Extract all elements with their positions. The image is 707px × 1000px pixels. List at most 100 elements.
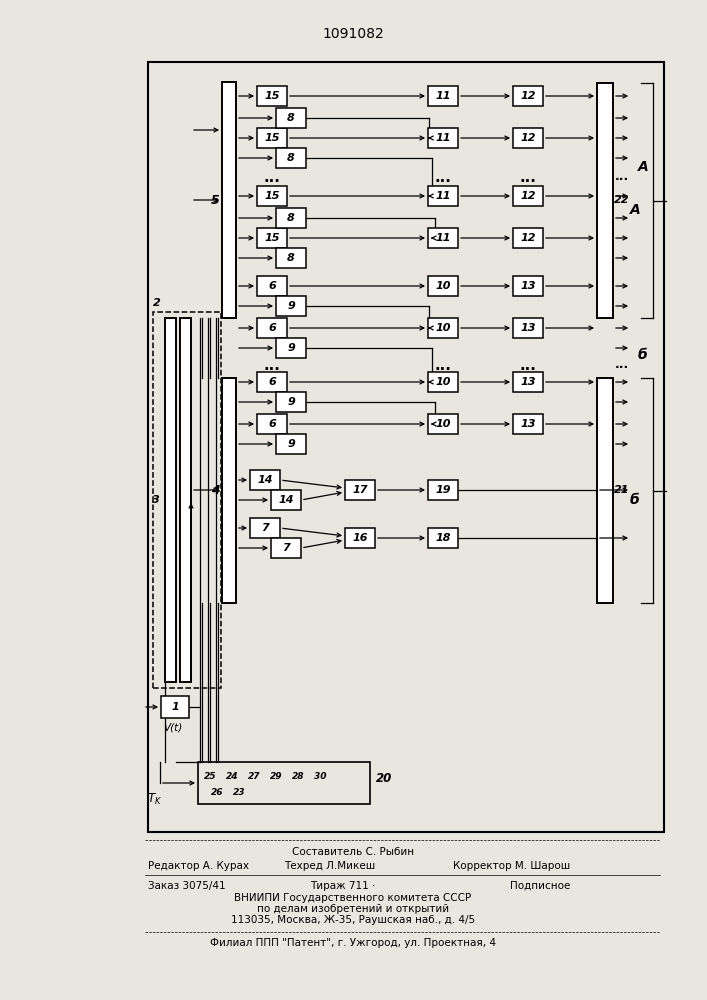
Bar bbox=[345, 480, 375, 500]
Bar bbox=[276, 148, 306, 168]
Bar bbox=[276, 338, 306, 358]
Bar bbox=[513, 86, 543, 106]
Text: 11: 11 bbox=[436, 133, 451, 143]
Text: 15: 15 bbox=[264, 191, 280, 201]
Text: 25: 25 bbox=[204, 772, 216, 781]
Text: 12: 12 bbox=[520, 91, 536, 101]
Text: ...: ... bbox=[520, 358, 537, 372]
Text: 9: 9 bbox=[287, 343, 295, 353]
Text: Техред Л.Микеш: Техред Л.Микеш bbox=[284, 861, 375, 871]
Bar bbox=[428, 276, 458, 296]
Text: б: б bbox=[638, 348, 648, 362]
Text: 10: 10 bbox=[436, 419, 451, 429]
Text: 16: 16 bbox=[352, 533, 368, 543]
Text: 28: 28 bbox=[292, 772, 304, 781]
Bar bbox=[257, 372, 287, 392]
Text: 15: 15 bbox=[264, 233, 280, 243]
Text: 24: 24 bbox=[226, 772, 238, 781]
Text: 1091082: 1091082 bbox=[322, 27, 384, 41]
Text: 7: 7 bbox=[282, 543, 290, 553]
Text: 15: 15 bbox=[264, 133, 280, 143]
Text: 13: 13 bbox=[520, 419, 536, 429]
Text: 10: 10 bbox=[436, 323, 451, 333]
Text: 18: 18 bbox=[436, 533, 451, 543]
Text: Филиал ППП "Патент", г. Ужгород, ул. Проектная, 4: Филиал ППП "Патент", г. Ужгород, ул. Про… bbox=[210, 938, 496, 948]
Bar bbox=[271, 490, 301, 510]
Text: 10: 10 bbox=[436, 377, 451, 387]
Bar bbox=[222, 82, 236, 318]
Bar bbox=[153, 312, 221, 688]
Bar bbox=[257, 128, 287, 148]
Text: 14: 14 bbox=[257, 475, 273, 485]
Text: 12: 12 bbox=[520, 133, 536, 143]
Bar bbox=[276, 248, 306, 268]
Text: Заказ 3075/41: Заказ 3075/41 bbox=[148, 881, 226, 891]
Text: 30: 30 bbox=[314, 772, 326, 781]
Bar bbox=[276, 208, 306, 228]
Bar bbox=[513, 128, 543, 148]
Bar bbox=[513, 186, 543, 206]
Text: А: А bbox=[638, 160, 649, 174]
Text: 9: 9 bbox=[287, 397, 295, 407]
Text: 5: 5 bbox=[211, 194, 219, 207]
Text: 13: 13 bbox=[520, 323, 536, 333]
Text: 13: 13 bbox=[520, 281, 536, 291]
Text: 29: 29 bbox=[270, 772, 282, 781]
Text: 19: 19 bbox=[436, 485, 451, 495]
Text: А: А bbox=[630, 203, 641, 217]
Text: ...: ... bbox=[435, 358, 452, 372]
Text: 7: 7 bbox=[261, 523, 269, 533]
Bar bbox=[257, 186, 287, 206]
Text: Тираж 711 ·: Тираж 711 · bbox=[310, 881, 375, 891]
Text: 15: 15 bbox=[264, 91, 280, 101]
Text: 14: 14 bbox=[279, 495, 293, 505]
Text: 10: 10 bbox=[436, 281, 451, 291]
Text: 6: 6 bbox=[268, 377, 276, 387]
Text: б: б bbox=[630, 493, 640, 507]
Bar bbox=[428, 86, 458, 106]
Bar bbox=[597, 83, 613, 318]
Text: ...: ... bbox=[264, 169, 281, 184]
Bar bbox=[257, 276, 287, 296]
Text: 23: 23 bbox=[233, 788, 245, 797]
Bar bbox=[276, 108, 306, 128]
Text: ...: ... bbox=[264, 358, 281, 372]
Bar bbox=[428, 480, 458, 500]
Text: 6: 6 bbox=[268, 281, 276, 291]
Text: 8: 8 bbox=[287, 253, 295, 263]
Text: 11: 11 bbox=[436, 233, 451, 243]
Bar bbox=[271, 538, 301, 558]
Bar bbox=[428, 128, 458, 148]
Text: 11: 11 bbox=[436, 191, 451, 201]
Bar bbox=[276, 296, 306, 316]
Text: 8: 8 bbox=[287, 113, 295, 123]
Bar bbox=[165, 318, 176, 682]
Text: 4: 4 bbox=[211, 484, 219, 496]
Bar bbox=[257, 86, 287, 106]
Text: $T_K$: $T_K$ bbox=[148, 792, 163, 807]
Bar bbox=[513, 372, 543, 392]
Text: 21: 21 bbox=[614, 485, 630, 495]
Bar bbox=[513, 276, 543, 296]
Text: V(t): V(t) bbox=[163, 723, 182, 733]
Bar bbox=[257, 318, 287, 338]
Text: ...: ... bbox=[520, 169, 537, 184]
Text: 17: 17 bbox=[352, 485, 368, 495]
Bar bbox=[428, 228, 458, 248]
Bar bbox=[276, 392, 306, 412]
Bar bbox=[345, 528, 375, 548]
Text: 12: 12 bbox=[520, 233, 536, 243]
Text: Редактор А. Курах: Редактор А. Курах bbox=[148, 861, 249, 871]
Text: ...: ... bbox=[615, 170, 629, 184]
Bar bbox=[428, 186, 458, 206]
Bar bbox=[257, 228, 287, 248]
Bar bbox=[161, 696, 189, 718]
Text: 22: 22 bbox=[614, 195, 630, 205]
Text: Корректор М. Шарош: Корректор М. Шарош bbox=[452, 861, 570, 871]
Text: 9: 9 bbox=[287, 301, 295, 311]
Text: Подписное: Подписное bbox=[510, 881, 571, 891]
Bar bbox=[276, 434, 306, 454]
Text: 1: 1 bbox=[171, 702, 179, 712]
Text: ВНИИПИ Государственного комитета СССР: ВНИИПИ Государственного комитета СССР bbox=[235, 893, 472, 903]
Text: ...: ... bbox=[435, 169, 452, 184]
